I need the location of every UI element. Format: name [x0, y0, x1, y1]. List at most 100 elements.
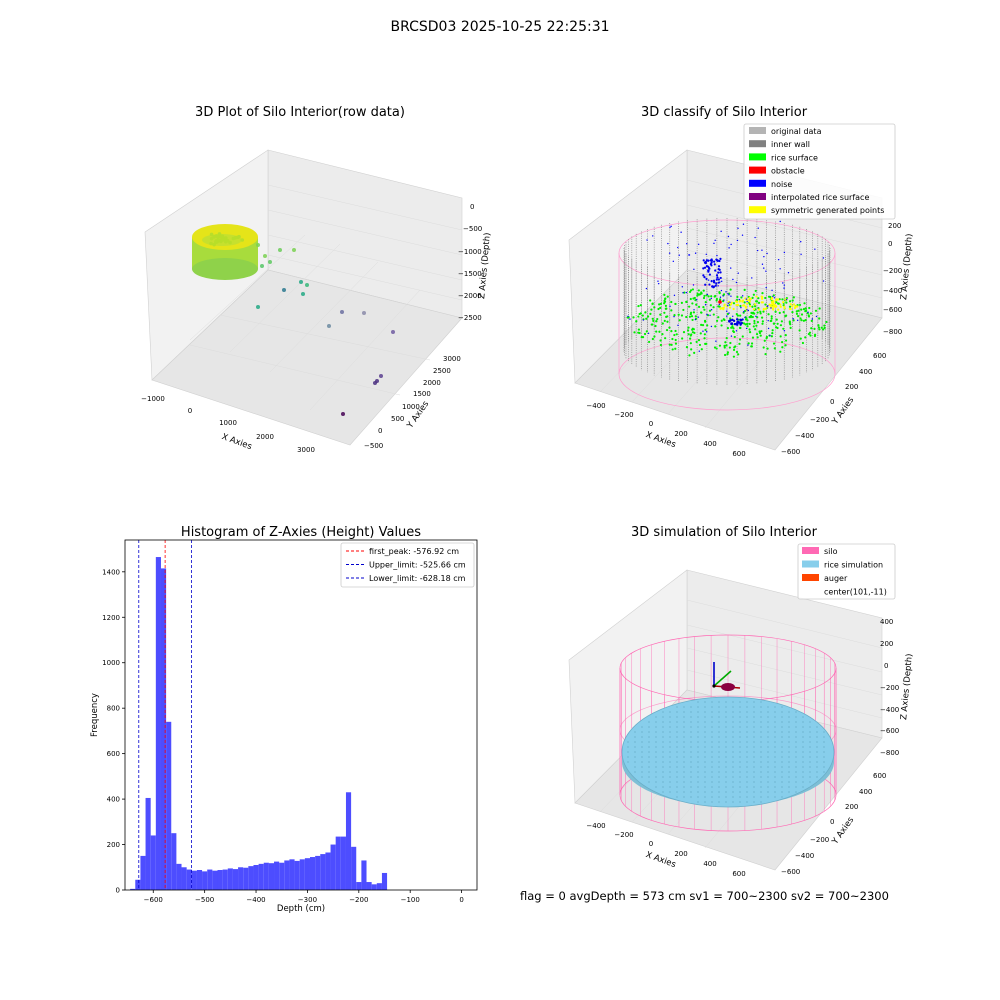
- rice-surface-point: [822, 328, 825, 331]
- raw-data-point: [301, 292, 305, 296]
- raw-data-point: [209, 232, 214, 237]
- rice-mesh-dot: [718, 726, 720, 728]
- histogram-bar: [258, 863, 264, 890]
- rice-mesh-dot: [718, 751, 720, 753]
- rice-mesh-dot: [732, 726, 734, 728]
- noise-point: [745, 327, 748, 330]
- noise-point: [739, 318, 742, 321]
- sim-ytick: −200: [810, 836, 829, 844]
- noise-point: [755, 315, 757, 317]
- rice-mesh-dot: [816, 746, 818, 748]
- rice-mesh-dot: [711, 761, 713, 763]
- rice-mesh-dot: [669, 741, 671, 743]
- raw-data-point: [214, 240, 218, 245]
- rice-surface-point: [641, 314, 644, 317]
- rice-mesh-dot: [690, 771, 692, 773]
- rice-mesh-dot: [816, 766, 818, 768]
- rice-mesh-dot: [718, 731, 720, 733]
- rice-surface-point: [688, 315, 692, 318]
- rice-mesh-dot: [802, 756, 804, 758]
- rice-surface-point: [818, 317, 821, 320]
- rice-mesh-dot: [802, 731, 804, 733]
- rice-mesh-dot: [802, 721, 804, 723]
- rice-mesh-dot: [725, 781, 727, 783]
- rice-mesh-dot: [732, 701, 734, 703]
- rice-mesh-dot: [788, 716, 790, 718]
- raw-3d-panel: 3D Plot of Silo Interior(row data) −1000…: [141, 105, 493, 454]
- noise-point: [707, 270, 710, 273]
- rice-mesh-dot: [711, 741, 713, 743]
- histogram-bar: [243, 867, 249, 890]
- noise-point: [718, 303, 720, 306]
- histogram-legend-label: Lower_limit: -628.18 cm: [369, 574, 466, 583]
- noise-point: [739, 323, 742, 326]
- rice-surface-point: [773, 347, 776, 350]
- noise-point: [741, 234, 744, 236]
- rice-mesh-dot: [739, 726, 741, 728]
- rice-surface-point: [692, 311, 696, 314]
- rice-mesh-dot: [704, 796, 706, 798]
- rice-mesh-dot: [704, 756, 706, 758]
- rice-mesh-dot: [641, 746, 643, 748]
- rice-mesh-dot: [648, 726, 650, 728]
- noise-point: [705, 253, 707, 255]
- noise-point: [685, 291, 688, 294]
- rice-mesh-dot: [788, 721, 790, 723]
- rice-mesh-dot: [655, 761, 657, 763]
- classify-3d-panel: 3D classify of Silo Interior −400 −200 0…: [568, 105, 915, 458]
- rice-surface-point: [670, 300, 673, 304]
- raw-xtick: 3000: [297, 446, 315, 454]
- noise-point: [730, 322, 734, 325]
- rice-mesh-dot: [795, 716, 797, 718]
- histogram-bar: [335, 836, 341, 890]
- histogram-bar: [381, 872, 388, 890]
- rice-mesh-dot: [739, 796, 741, 798]
- rice-mesh-dot: [655, 721, 657, 723]
- rice-mesh-dot: [816, 741, 818, 743]
- rice-mesh-dot: [795, 781, 797, 783]
- rice-surface-point: [682, 331, 686, 334]
- noise-point: [677, 324, 679, 327]
- raw-data-point: [209, 236, 214, 241]
- rice-mesh-dot: [648, 751, 650, 753]
- rice-mesh-dot: [767, 736, 769, 738]
- rice-surface-point: [717, 305, 720, 308]
- rice-mesh-dot: [634, 771, 636, 773]
- noise-point: [779, 220, 781, 223]
- rice-mesh-dot: [753, 761, 755, 763]
- rice-mesh-dot: [809, 781, 811, 783]
- sim-auger: [712, 662, 741, 691]
- noise-point: [713, 260, 716, 263]
- rice-mesh-dot: [725, 786, 727, 788]
- noise-point: [670, 225, 672, 228]
- rice-mesh-dot: [704, 701, 706, 703]
- sim-z-ticks: 400 200 0 −200 −400 −600 −800: [880, 618, 899, 757]
- noise-point: [747, 309, 750, 312]
- rice-mesh-dot: [767, 776, 769, 778]
- rice-mesh-dot: [746, 776, 748, 778]
- rice-surface-point: [659, 306, 662, 309]
- symmetric-point: [752, 308, 755, 311]
- rice-surface-point: [774, 310, 777, 313]
- noise-point: [708, 273, 711, 276]
- rice-mesh-dot: [718, 801, 720, 803]
- histogram-bar: [140, 855, 146, 890]
- rice-mesh-dot: [711, 776, 713, 778]
- rice-mesh-dot: [662, 736, 664, 738]
- noise-point: [743, 311, 745, 313]
- rice-mesh-dot: [781, 706, 783, 708]
- rice-mesh-dot: [823, 756, 825, 758]
- rice-surface-point: [743, 288, 746, 291]
- histogram-ytick-label: 1000: [102, 659, 120, 667]
- rice-mesh-dot: [746, 796, 748, 798]
- noise-point: [728, 320, 731, 323]
- rice-mesh-dot: [704, 706, 706, 708]
- rice-mesh-dot: [781, 791, 783, 793]
- rice-surface-point: [735, 350, 739, 354]
- rice-surface-point: [752, 293, 755, 296]
- rice-mesh-dot: [704, 771, 706, 773]
- rice-surface-point: [738, 338, 742, 341]
- histogram-bar: [202, 871, 208, 890]
- noise-point: [714, 239, 716, 242]
- noise-point: [822, 280, 825, 282]
